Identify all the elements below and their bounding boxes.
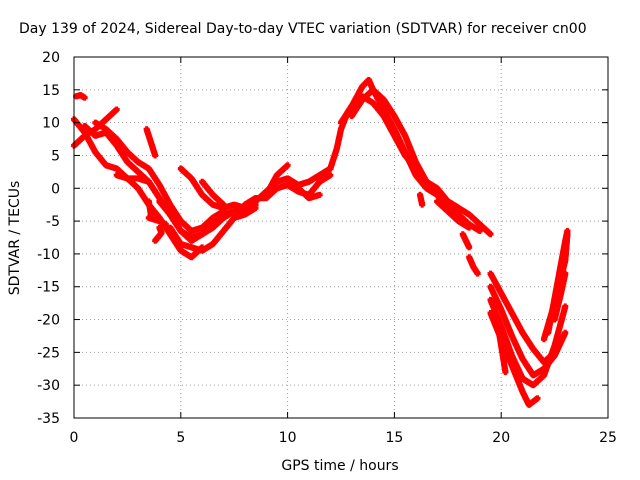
y-tick-label: 15: [42, 83, 60, 99]
y-axis-label: SDTVAR / TECUs: [7, 181, 23, 296]
y-tick-label: 0: [51, 181, 60, 197]
axis-ticks: 0 5 10 15 20 25 -35 -30 -25 -20 -15 -10 -5 0 5 10 15 20: [37, 50, 617, 446]
series-track-34: [551, 270, 569, 323]
series-track-24: [434, 198, 473, 231]
x-tick-label: 15: [385, 430, 403, 446]
series-track-18: [295, 185, 323, 202]
y-tick-label: 5: [51, 148, 60, 164]
x-axis-label: GPS time / hours: [281, 458, 398, 474]
series-track-10: [152, 224, 165, 244]
y-tick-label: -25: [37, 345, 60, 361]
series-track-2: [73, 92, 88, 101]
x-tick-label: 10: [279, 430, 297, 446]
series-track-25: [459, 231, 473, 251]
series-track-26: [466, 254, 481, 277]
data-points: [71, 76, 571, 408]
y-tick-label: -15: [37, 280, 60, 296]
series-track-33: [545, 227, 571, 336]
series-track-9: [145, 214, 169, 228]
y-tick-label: 10: [42, 116, 60, 132]
series-track-17: [263, 162, 291, 198]
x-tick-label: 20: [492, 430, 510, 446]
series-track-14: [199, 178, 227, 208]
y-tick-label: 20: [42, 50, 60, 66]
series-track-23: [417, 191, 426, 208]
y-tick-label: -30: [37, 378, 60, 394]
y-tick-label: -10: [37, 247, 60, 263]
series-track-13: [177, 165, 259, 211]
series-track-6: [113, 172, 152, 185]
plot-frame: [73, 56, 609, 419]
series-track-31: [493, 316, 509, 376]
series-track-8: [145, 198, 154, 218]
x-tick-label: 0: [70, 430, 79, 446]
series-track-7: [143, 126, 159, 159]
series-track-3: [71, 116, 206, 261]
x-tick-label: 5: [176, 430, 185, 446]
y-tick-label: -35: [37, 411, 60, 427]
y-tick-label: -20: [37, 313, 60, 329]
x-tick-label: 25: [599, 430, 617, 446]
series-track-5: [92, 119, 227, 234]
y-tick-label: -5: [46, 214, 60, 230]
series-track-22: [412, 168, 494, 238]
chart-title: Day 139 of 2024, Sidereal Day-to-day VTE…: [19, 21, 587, 37]
